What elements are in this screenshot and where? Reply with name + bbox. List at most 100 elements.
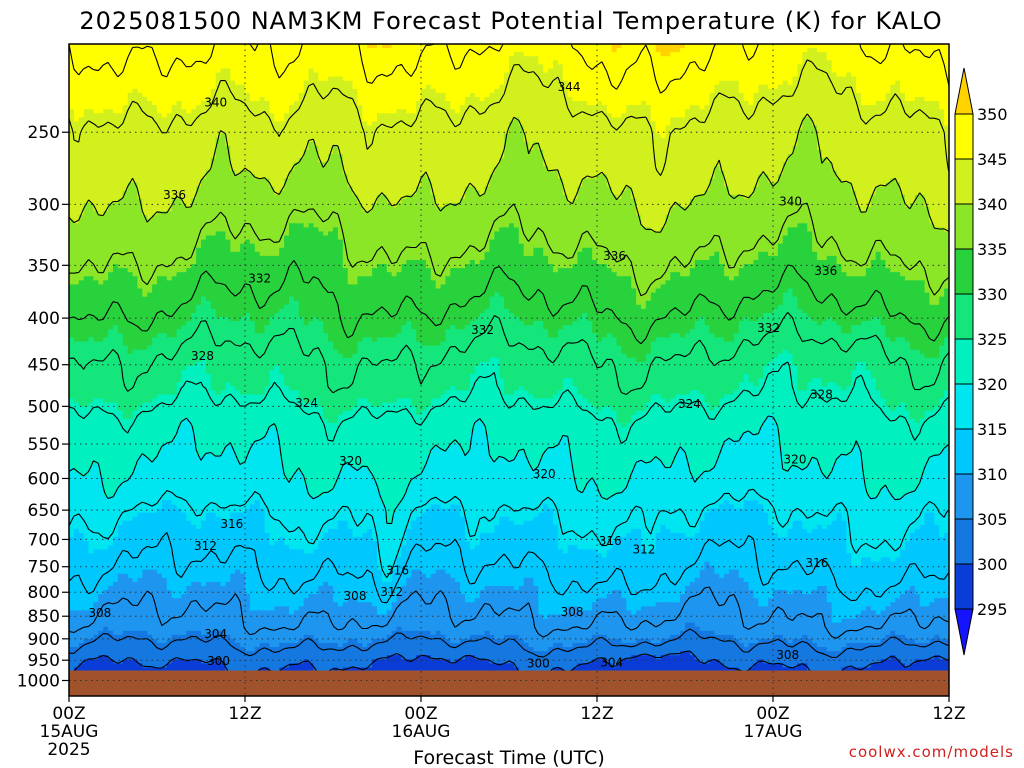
theta-cell (597, 117, 602, 122)
theta-cell (93, 101, 98, 106)
theta-cell (739, 56, 744, 61)
theta-cell (284, 146, 289, 151)
theta-cell (152, 134, 157, 139)
theta-cell (929, 85, 934, 90)
theta-cell (421, 142, 426, 147)
theta-cell (108, 101, 113, 106)
theta-cell (856, 142, 861, 147)
theta-cell (617, 101, 622, 106)
theta-cell (181, 81, 186, 86)
theta-cell (142, 134, 147, 139)
theta-cell (191, 68, 196, 73)
theta-cell (103, 109, 108, 114)
theta-cell (661, 134, 666, 139)
theta-cell (269, 97, 274, 102)
theta-cell (519, 77, 524, 82)
theta-cell (900, 81, 905, 86)
theta-cell (250, 77, 255, 82)
theta-cell (465, 93, 470, 98)
theta-cell (900, 150, 905, 155)
theta-cell (626, 77, 631, 82)
theta-cell (372, 56, 377, 61)
theta-cell (636, 146, 641, 151)
theta-cell (851, 150, 856, 155)
theta-cell (558, 126, 563, 131)
theta-cell (846, 56, 851, 61)
theta-cell (758, 109, 763, 114)
theta-cell (177, 68, 182, 73)
theta-cell (636, 105, 641, 110)
theta-cell (387, 85, 392, 90)
theta-cell (753, 121, 758, 126)
theta-cell (387, 142, 392, 147)
theta-cell (700, 97, 705, 102)
theta-cell (299, 60, 304, 65)
theta-cell (641, 138, 646, 143)
theta-cell (167, 56, 172, 61)
theta-cell (920, 68, 925, 73)
theta-cell (851, 142, 856, 147)
theta-cell (489, 64, 494, 69)
theta-cell (250, 89, 255, 94)
theta-cell (338, 81, 343, 86)
theta-cell (445, 121, 450, 126)
theta-cell (89, 52, 94, 57)
theta-cell (592, 56, 597, 61)
theta-cell (162, 154, 167, 159)
theta-cell (323, 85, 328, 90)
theta-cell (313, 101, 318, 106)
theta-cell (856, 68, 861, 73)
theta-cell (328, 52, 333, 57)
theta-cell (763, 146, 768, 151)
theta-cell (910, 150, 915, 155)
theta-cell (411, 85, 416, 90)
theta-cell (788, 105, 793, 110)
theta-cell (783, 146, 788, 151)
theta-cell (744, 89, 749, 94)
theta-cell (279, 93, 284, 98)
theta-cell (744, 142, 749, 147)
theta-cell (812, 138, 817, 143)
theta-cell (832, 126, 837, 131)
theta-cell (582, 146, 587, 151)
theta-cell (621, 109, 626, 114)
theta-cell (773, 146, 778, 151)
theta-cell (915, 101, 920, 106)
theta-cell (724, 109, 729, 114)
theta-cell (612, 64, 617, 69)
theta-cell (470, 146, 475, 151)
theta-cell (675, 97, 680, 102)
theta-cell (313, 117, 318, 122)
theta-cell (514, 121, 519, 126)
theta-cell (934, 56, 939, 61)
theta-cell (343, 52, 348, 57)
theta-cell (597, 126, 602, 131)
theta-cell (235, 113, 240, 118)
theta-cell (690, 121, 695, 126)
theta-cell (837, 60, 842, 65)
theta-cell (206, 81, 211, 86)
theta-cell (186, 89, 191, 94)
theta-cell (172, 150, 177, 155)
theta-cell (661, 60, 666, 65)
theta-cell (230, 60, 235, 65)
theta-cell (89, 146, 94, 151)
theta-cell (729, 138, 734, 143)
theta-cell (152, 142, 157, 147)
theta-cell (685, 138, 690, 143)
theta-cell (84, 48, 89, 53)
theta-cell (607, 101, 612, 106)
theta-cell (807, 97, 812, 102)
theta-cell (837, 109, 842, 114)
theta-cell (84, 154, 89, 159)
theta-cell (558, 97, 563, 102)
theta-cell (724, 154, 729, 159)
theta-cell (832, 146, 837, 151)
theta-cell (553, 68, 558, 73)
theta-cell (255, 101, 260, 106)
theta-cell (450, 154, 455, 159)
theta-cell (524, 60, 529, 65)
theta-cell (353, 138, 358, 143)
theta-cell (920, 93, 925, 98)
theta-cell (685, 56, 690, 61)
